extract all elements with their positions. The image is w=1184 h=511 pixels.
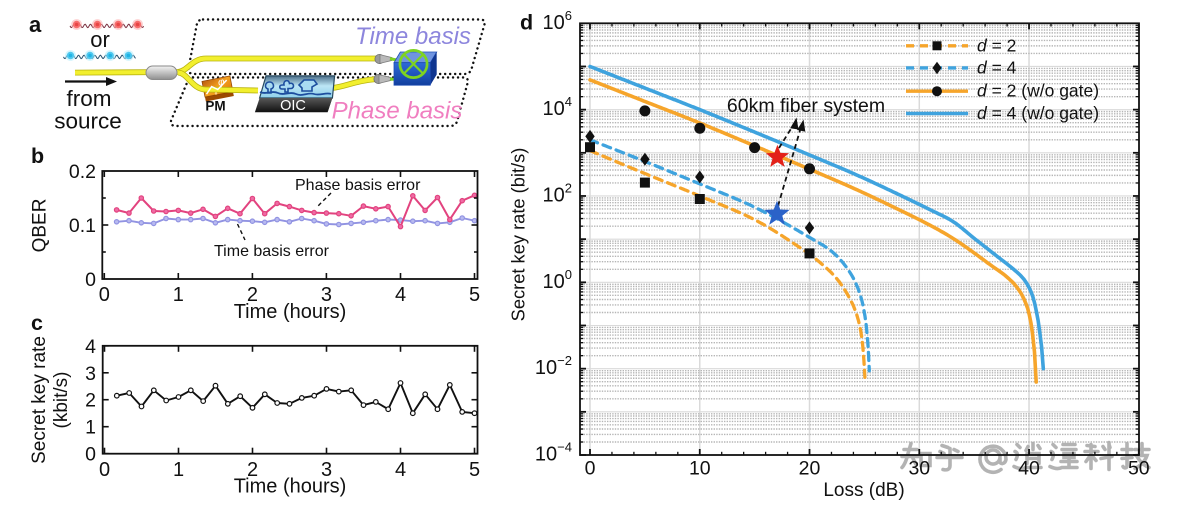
svg-text:OIC: OIC	[280, 98, 306, 114]
svg-text:d = 4: d = 4	[977, 57, 1017, 77]
svg-text:0.1: 0.1	[69, 215, 96, 237]
svg-text:(kbit/s): (kbit/s)	[51, 372, 72, 429]
svg-text:φ: φ	[217, 77, 226, 89]
svg-text:10−2: 10−2	[535, 353, 572, 379]
svg-text:b: b	[31, 144, 44, 168]
svg-text:Time basis: Time basis	[355, 23, 471, 50]
svg-text:50: 50	[1128, 458, 1150, 480]
svg-text:2: 2	[247, 284, 258, 306]
svg-text:104: 104	[543, 94, 572, 120]
svg-text:d = 2: d = 2	[977, 35, 1016, 55]
svg-text:30: 30	[908, 458, 930, 480]
svg-text:3: 3	[85, 363, 96, 385]
svg-text:0: 0	[85, 269, 96, 291]
svg-text:0: 0	[99, 459, 110, 481]
svg-text:Secret key rate (bit/s): Secret key rate (bit/s)	[508, 148, 529, 322]
svg-text:or: or	[90, 27, 110, 52]
svg-text:20: 20	[799, 458, 821, 480]
svg-text:Time (hours): Time (hours)	[234, 476, 347, 498]
svg-text:1: 1	[173, 459, 184, 481]
svg-text:3: 3	[321, 284, 332, 306]
svg-text:Phase basis: Phase basis	[332, 98, 463, 125]
svg-text:60km fiber system: 60km fiber system	[727, 95, 885, 117]
svg-text:3: 3	[321, 459, 332, 481]
svg-text:10: 10	[689, 458, 711, 480]
svg-text:Time basis error: Time basis error	[214, 243, 330, 260]
svg-text:1: 1	[173, 284, 184, 306]
svg-text:0.2: 0.2	[69, 161, 96, 183]
svg-text:4: 4	[395, 284, 406, 306]
svg-text:0: 0	[585, 458, 596, 480]
svg-text:a: a	[29, 12, 42, 37]
svg-text:40: 40	[1018, 458, 1040, 480]
svg-text:source: source	[54, 109, 122, 134]
svg-text:c: c	[31, 311, 43, 335]
svg-text:5: 5	[469, 459, 480, 481]
svg-text:d: d	[520, 11, 533, 35]
svg-text:d = 2 (w/o gate): d = 2 (w/o gate)	[977, 81, 1099, 101]
svg-text:from: from	[67, 86, 112, 111]
svg-text:4: 4	[395, 459, 406, 481]
svg-text:PM: PM	[205, 99, 225, 114]
svg-text:2: 2	[85, 390, 96, 412]
svg-text:Loss (dB): Loss (dB)	[823, 480, 904, 501]
svg-text:0: 0	[85, 444, 96, 466]
svg-text:0: 0	[99, 284, 110, 306]
svg-text:Secret key rate: Secret key rate	[29, 336, 50, 464]
svg-text:2: 2	[247, 459, 258, 481]
svg-text:1: 1	[85, 417, 96, 439]
svg-text:5: 5	[469, 284, 480, 306]
svg-text:QBER: QBER	[30, 199, 51, 253]
svg-text:4: 4	[85, 336, 96, 358]
svg-text:Time (hours): Time (hours)	[234, 301, 347, 323]
svg-text:Phase basis error: Phase basis error	[295, 177, 421, 194]
svg-text:d = 4 (w/o gate): d = 4 (w/o gate)	[977, 103, 1099, 123]
